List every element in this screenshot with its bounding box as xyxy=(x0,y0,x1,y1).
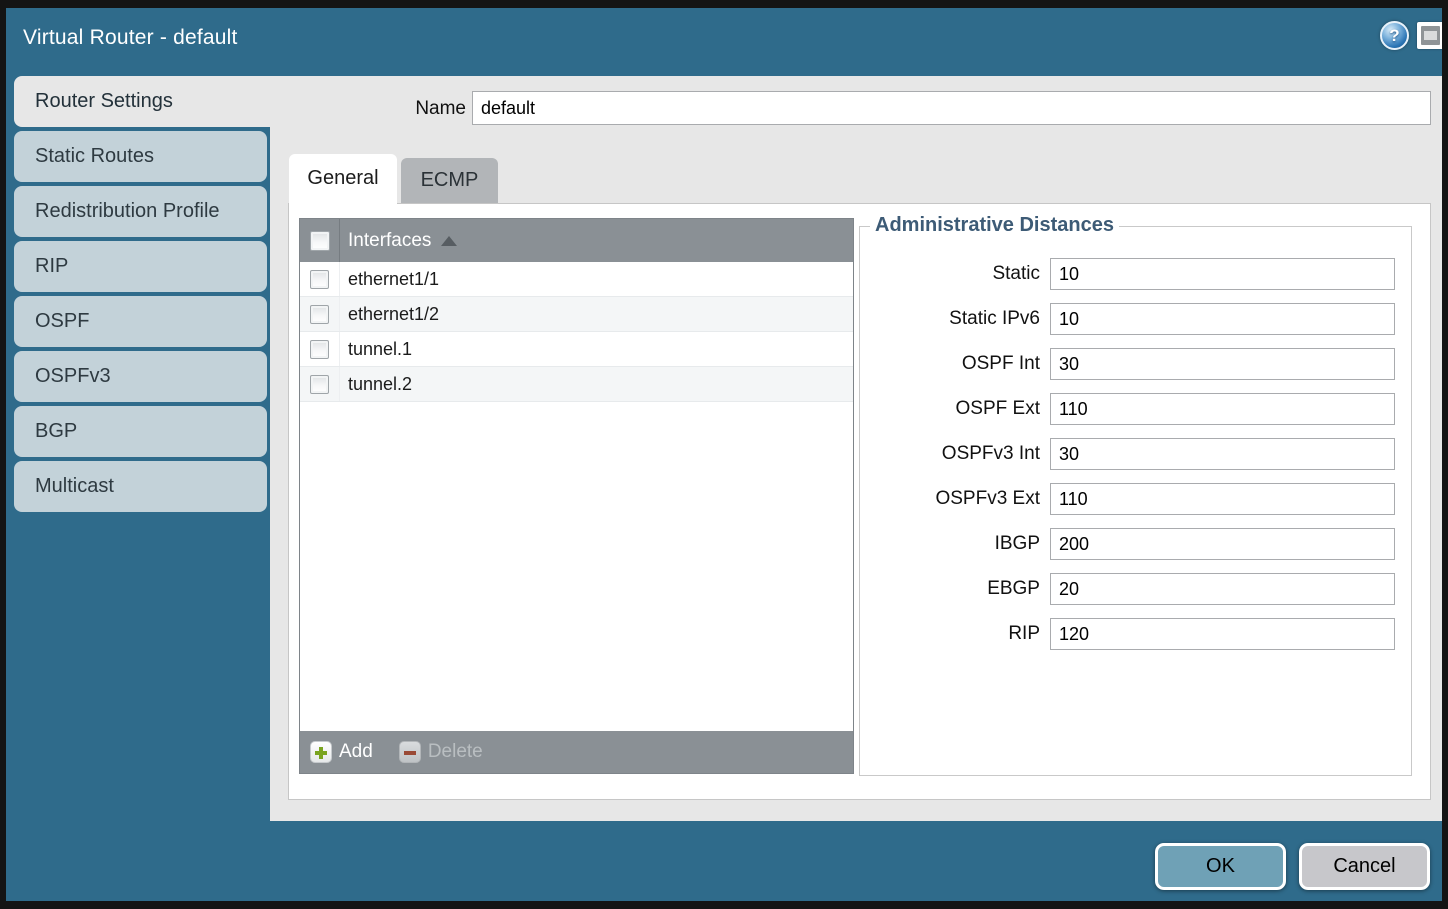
interfaces-table-header: Interfaces xyxy=(300,219,853,262)
sidebar-item[interactable]: RIP xyxy=(14,241,267,292)
administrative-distances-group: Administrative Distances Static Static I… xyxy=(859,214,1412,776)
tab-general[interactable]: General xyxy=(289,154,397,204)
distance-field-row: OSPFv3 Int xyxy=(860,438,1411,470)
ok-button[interactable]: OK xyxy=(1155,843,1286,890)
distance-label: EBGP xyxy=(987,578,1040,599)
distance-label: OSPFv3 Ext xyxy=(935,488,1040,509)
distance-input[interactable] xyxy=(1050,528,1395,560)
add-plus-icon xyxy=(310,741,332,763)
distance-input[interactable] xyxy=(1050,303,1395,335)
row-checkbox[interactable] xyxy=(310,374,329,394)
administrative-distances-legend: Administrative Distances xyxy=(870,214,1119,237)
sidebar-item[interactable]: BGP xyxy=(14,406,267,457)
distance-label: RIP xyxy=(1008,623,1040,644)
interface-name: tunnel.1 xyxy=(348,338,413,359)
delete-button[interactable]: Delete xyxy=(398,741,483,763)
name-input[interactable] xyxy=(472,91,1431,125)
dialog-title: Virtual Router - default xyxy=(23,26,238,49)
sidebar-item[interactable]: OSPFv3 xyxy=(14,351,267,402)
interfaces-table-footer: Add Delete xyxy=(300,731,853,773)
row-checkbox[interactable] xyxy=(310,269,329,289)
interfaces-table: Interfaces ethernet1/1 ethernet1/2 tunne… xyxy=(299,218,854,774)
sort-ascending-icon[interactable] xyxy=(441,235,458,246)
help-icon[interactable]: ? xyxy=(1380,21,1409,50)
interface-name: ethernet1/1 xyxy=(348,268,440,289)
maximize-icon[interactable] xyxy=(1417,22,1442,49)
add-button[interactable]: Add xyxy=(310,741,373,763)
interface-row[interactable]: tunnel.2 xyxy=(300,367,853,402)
distance-label: OSPF Ext xyxy=(955,398,1040,419)
distance-field-row: RIP xyxy=(860,618,1411,650)
sidebar-item[interactable]: OSPF xyxy=(14,296,267,347)
row-checkbox[interactable] xyxy=(310,339,329,359)
distance-label: OSPFv3 Int xyxy=(941,443,1040,464)
distance-field-row: Static xyxy=(860,258,1411,290)
distance-field-row: OSPFv3 Ext xyxy=(860,483,1411,515)
interfaces-column-header[interactable]: Interfaces xyxy=(348,229,432,251)
distance-field-row: OSPF Ext xyxy=(860,393,1411,425)
distance-input[interactable] xyxy=(1050,258,1395,290)
row-checkbox[interactable] xyxy=(310,304,329,324)
interface-row[interactable]: ethernet1/1 xyxy=(300,262,853,297)
sidebar-item[interactable]: Static Routes xyxy=(14,131,267,182)
select-all-checkbox[interactable] xyxy=(309,230,330,251)
interface-row[interactable]: ethernet1/2 xyxy=(300,297,853,332)
distance-input[interactable] xyxy=(1050,438,1395,470)
sidebar-item[interactable]: Router Settings xyxy=(14,76,270,127)
delete-minus-icon xyxy=(398,741,421,763)
distance-input[interactable] xyxy=(1050,393,1395,425)
interface-row[interactable]: tunnel.1 xyxy=(300,332,853,367)
tab-ecmp[interactable]: ECMP xyxy=(401,158,498,203)
distance-input[interactable] xyxy=(1050,483,1395,515)
distance-input[interactable] xyxy=(1050,348,1395,380)
name-label: Name xyxy=(415,98,466,119)
cancel-button[interactable]: Cancel xyxy=(1299,843,1430,890)
distance-label: Static xyxy=(992,263,1040,284)
sidebar: Router Settings Static Routes Redistribu… xyxy=(14,76,270,516)
distance-field-row: OSPF Int xyxy=(860,348,1411,380)
distance-field-row: Static IPv6 xyxy=(860,303,1411,335)
distance-input[interactable] xyxy=(1050,618,1395,650)
distance-input[interactable] xyxy=(1050,573,1395,605)
interfaces-table-body: ethernet1/1 ethernet1/2 tunnel.1 tunnel.… xyxy=(300,262,853,731)
interface-name: ethernet1/2 xyxy=(348,303,440,324)
distance-label: IBGP xyxy=(994,533,1040,554)
distance-label: OSPF Int xyxy=(961,353,1040,374)
distance-field-row: EBGP xyxy=(860,573,1411,605)
distance-label: Static IPv6 xyxy=(949,308,1040,329)
sidebar-item[interactable]: Redistribution Profile xyxy=(14,186,267,237)
interface-name: tunnel.2 xyxy=(348,373,413,394)
distance-field-row: IBGP xyxy=(860,528,1411,560)
sidebar-item[interactable]: Multicast xyxy=(14,461,267,512)
